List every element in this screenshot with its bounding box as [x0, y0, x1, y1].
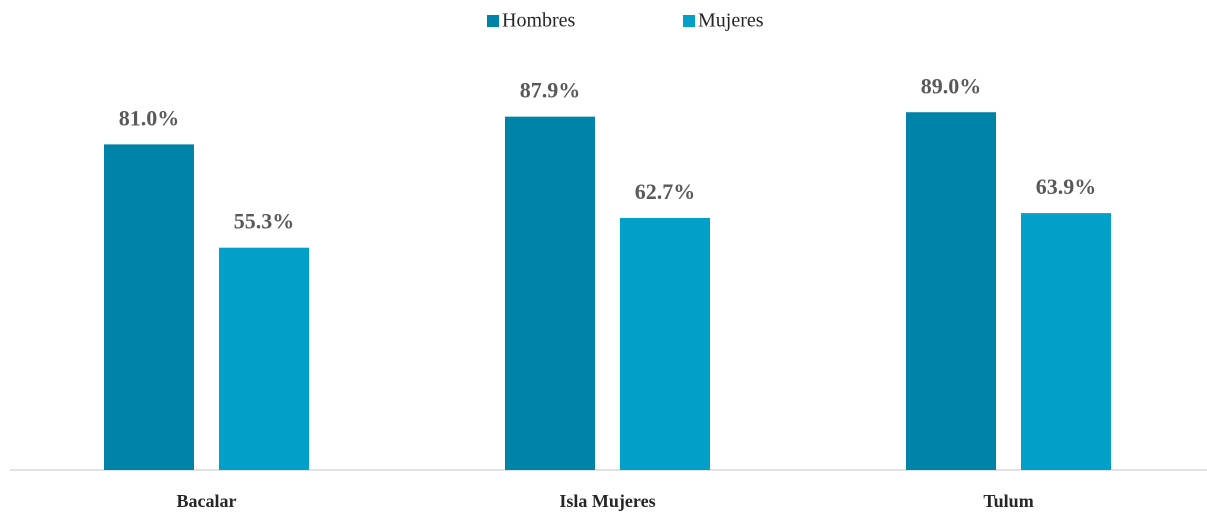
data-label: 89.0%	[921, 73, 982, 98]
data-label: 55.3%	[234, 209, 295, 234]
bar	[906, 112, 996, 470]
data-label: 63.9%	[1036, 174, 1097, 199]
x-tick-label: Tulum	[983, 491, 1033, 511]
legend-label: Hombres	[502, 10, 576, 32]
bar	[1021, 213, 1111, 470]
legend-label: Mujeres	[698, 10, 764, 32]
bar	[104, 144, 194, 470]
x-tick-label: Isla Mujeres	[559, 491, 655, 511]
bar	[620, 217, 710, 470]
data-label: 62.7%	[635, 179, 696, 204]
bar	[219, 247, 309, 470]
x-tick-label: Bacalar	[177, 491, 237, 511]
legend-swatch	[487, 15, 499, 27]
legend-swatch	[683, 15, 695, 27]
data-label: 81.0%	[119, 105, 180, 130]
bar	[505, 116, 595, 470]
data-label: 87.9%	[520, 78, 581, 103]
